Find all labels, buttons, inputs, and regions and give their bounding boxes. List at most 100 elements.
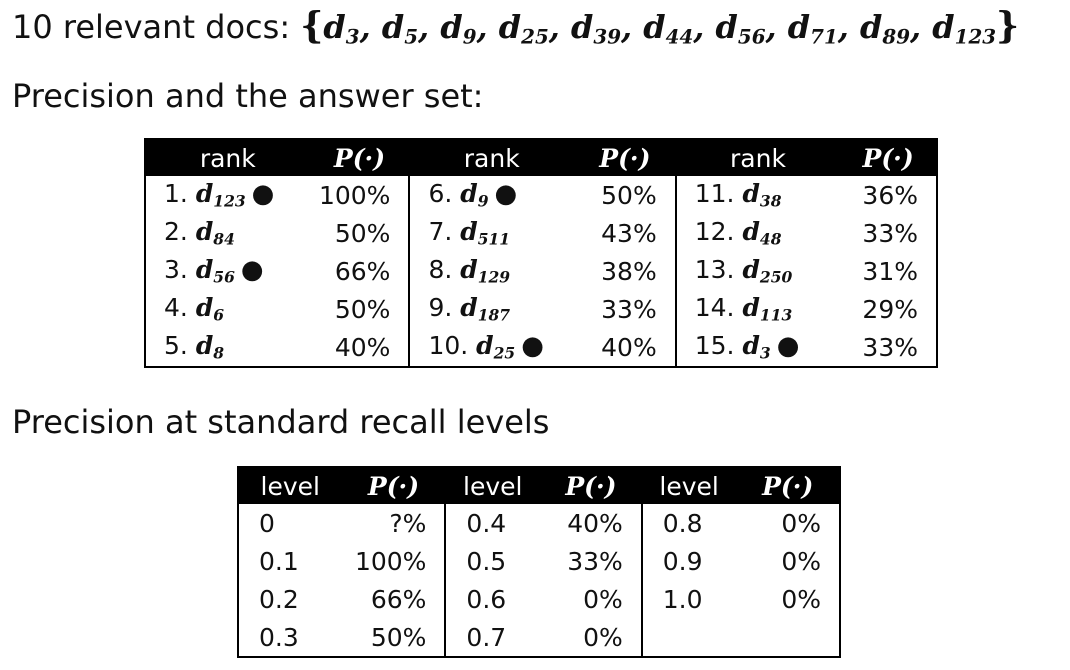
- level-header: level: [641, 467, 737, 504]
- doc-subscript: 56: [737, 24, 766, 49]
- rank-cell: 14. d113: [674, 290, 841, 328]
- recall-level-cell: 0.3: [259, 622, 299, 652]
- relevant-docs-set: d3, d5, d9, d25, d39, d44, d56, d71, d89…: [323, 8, 996, 49]
- table-row: 4. d6 50% 9. d187 33% 14. d113 29%: [145, 290, 937, 328]
- doc-symbol: d: [498, 8, 522, 46]
- precision-header: P(·): [341, 467, 446, 504]
- rank-number: 11.: [694, 179, 735, 209]
- rank-number: 2.: [164, 217, 188, 247]
- rank-header: rank: [409, 139, 575, 176]
- recall-level-cell: 0.8: [640, 504, 737, 542]
- precision-header: P(·): [309, 139, 410, 176]
- rank-number: 3.: [164, 255, 188, 285]
- rank-number: 7.: [428, 217, 453, 247]
- doc-subscript: 123: [213, 191, 246, 211]
- precision-cell: 0%: [583, 622, 623, 652]
- doc-id: d: [195, 217, 214, 247]
- doc-symbol: d: [381, 8, 405, 46]
- rank-cell: 15. d3 ●: [674, 328, 841, 367]
- set-comma: ,: [359, 8, 382, 46]
- level-header: level: [238, 467, 342, 504]
- doc-id: d: [460, 255, 478, 285]
- rank-cell: 8. d129: [408, 252, 575, 290]
- precision-cell: 0%: [781, 584, 821, 614]
- precision-cell: 40%: [601, 332, 657, 362]
- rank-cell: 3. d56 ●: [145, 252, 310, 290]
- precision-cell: 36%: [862, 180, 918, 210]
- doc-subscript: 5: [404, 24, 419, 49]
- recall-level-cell: 0.9: [640, 542, 737, 580]
- table-row: 2. d84 50% 7. d511 43% 12. d48 33%: [145, 214, 937, 252]
- recall-level-cell: 0.2: [259, 584, 299, 614]
- precision-header: P(·): [540, 467, 642, 504]
- precision-cell: 33%: [567, 546, 623, 576]
- precision-cell: 50%: [334, 294, 391, 324]
- doc-symbol: d: [932, 8, 955, 46]
- set-comma: ,: [418, 8, 441, 46]
- precision-cell: 100%: [318, 180, 391, 210]
- precision-cell: 29%: [862, 294, 918, 324]
- recall-level-cell: 0.1: [259, 546, 299, 576]
- rank-number: 10.: [428, 331, 469, 361]
- precision-cell: 33%: [862, 218, 918, 248]
- doc-subscript: 187: [477, 305, 511, 325]
- precision-cell: 31%: [862, 256, 918, 286]
- doc-id: d: [195, 293, 214, 323]
- set-comma: ,: [476, 8, 499, 46]
- recall-levels-body: 0?% 0.4 40% 0.8 0% 0.1 100% 0.5 33% 0.9 0% 0.2 66% 0.…: [238, 504, 840, 657]
- precision-cell: 38%: [601, 256, 657, 286]
- rank-cell: 1. d123 ●: [145, 176, 310, 214]
- answer-set-heading: Precision and the answer set:: [12, 77, 484, 115]
- doc-subscript: 250: [759, 267, 793, 287]
- doc-symbol: d: [571, 8, 594, 46]
- doc-subscript: 48: [759, 229, 782, 249]
- rank-cell: 12. d48: [674, 214, 841, 252]
- precision-cell: 50%: [334, 218, 391, 248]
- doc-symbol: d: [643, 8, 666, 46]
- doc-id: d: [195, 179, 214, 209]
- doc-subscript: 8: [213, 343, 225, 363]
- precision-cell: 40%: [567, 508, 623, 538]
- table-row: 0?% 0.4 40% 0.8 0%: [238, 504, 840, 542]
- doc-symbol: d: [440, 8, 463, 46]
- rank-cell: 4. d6: [145, 290, 310, 328]
- open-brace: {: [300, 5, 324, 47]
- rank-header: rank: [675, 139, 841, 176]
- answer-set-header-row: rank P(·) rank P(·) rank P(·): [145, 139, 937, 176]
- set-comma: ,: [765, 8, 788, 46]
- recall-header-row: level P(·) level P(·) level P(·): [238, 467, 840, 504]
- doc-id: d: [742, 293, 760, 323]
- precision-cell: 50%: [370, 622, 427, 652]
- recall-level-cell: 0.4: [444, 504, 541, 542]
- doc-subscript: 129: [477, 267, 511, 287]
- precision-cell: 43%: [601, 218, 657, 248]
- table-row: 0.1 100% 0.5 33% 0.9 0%: [238, 542, 840, 580]
- rank-number: 13.: [694, 255, 735, 285]
- doc-subscript: 3: [759, 343, 771, 363]
- doc-id: d: [460, 217, 478, 247]
- set-comma: ,: [693, 8, 716, 46]
- table-row: 1. d123 ● 100% 6. d9 ● 50% 11. d38 36%: [145, 176, 937, 214]
- set-comma: ,: [621, 8, 644, 46]
- precision-cell: 40%: [334, 332, 391, 362]
- doc-subscript: 56: [213, 267, 235, 287]
- rank-number: 6.: [428, 179, 453, 209]
- answer-set-table: rank P(·) rank P(·) rank P(·) 1. d123 ● 10…: [144, 138, 938, 368]
- rank-number: 4.: [164, 293, 188, 323]
- rank-number: 9.: [428, 293, 453, 323]
- precision-cell: 33%: [862, 332, 918, 362]
- doc-symbol: d: [787, 8, 811, 46]
- doc-subscript: 39: [593, 24, 621, 49]
- doc-symbol: d: [323, 8, 346, 46]
- precision-cell: 0%: [583, 584, 623, 614]
- precision-cell: [736, 618, 840, 657]
- recall-level-cell: 0: [259, 508, 275, 538]
- rank-cell: 11. d38: [674, 176, 841, 214]
- doc-id: d: [195, 255, 214, 285]
- precision-cell: 33%: [601, 294, 657, 324]
- doc-subscript: 6: [213, 305, 225, 325]
- table-row: 3. d56 ● 66% 8. d129 38% 13. d250 31%: [145, 252, 937, 290]
- rank-cell: 5. d8: [145, 328, 310, 367]
- relevant-dot-icon: ●: [521, 331, 544, 362]
- relevant-docs-prefix: 10 relevant docs:: [12, 8, 291, 46]
